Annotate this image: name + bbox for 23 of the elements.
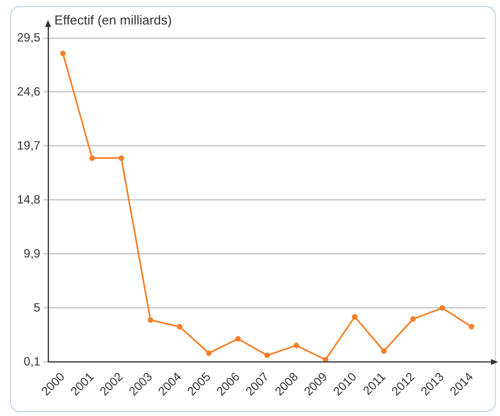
point xyxy=(60,50,66,56)
y-tick-label: 9,9 xyxy=(24,246,41,260)
point xyxy=(118,155,124,161)
point xyxy=(176,324,182,330)
point xyxy=(468,324,474,330)
point xyxy=(235,336,241,342)
point xyxy=(206,350,212,356)
y-tick-label: 5 xyxy=(34,300,41,314)
point xyxy=(89,155,95,161)
y-tick-label: 24,6 xyxy=(16,84,41,98)
y-tick-label: 29,5 xyxy=(16,30,41,44)
point xyxy=(381,348,387,354)
y-axis-title: Effectif (en milliards) xyxy=(54,12,172,28)
point xyxy=(352,314,358,320)
y-tick-label: 19,7 xyxy=(16,138,41,152)
point xyxy=(294,342,300,348)
point xyxy=(439,305,446,311)
point xyxy=(410,316,416,322)
y-tick-label: 14,8 xyxy=(16,192,41,206)
point xyxy=(264,352,270,358)
y-tick-label: 0,1 xyxy=(24,354,41,368)
point xyxy=(322,356,328,362)
point xyxy=(148,317,154,323)
